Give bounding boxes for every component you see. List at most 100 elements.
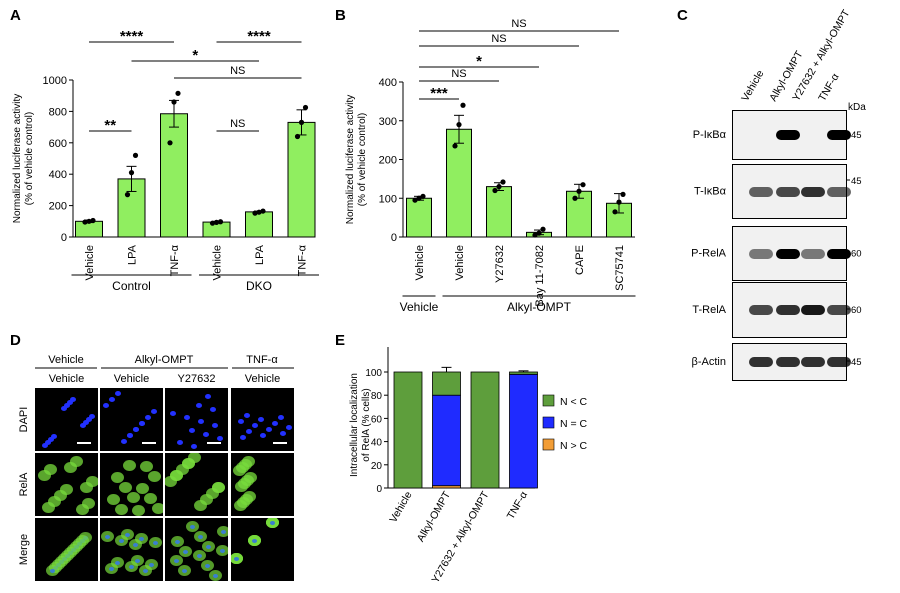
cell-blob	[152, 503, 163, 514]
nucleus-dot	[280, 431, 286, 436]
panel-letter-b: B	[335, 7, 346, 24]
y-axis-label: (% of vehicle control)	[357, 113, 368, 206]
significance-label: NS	[451, 68, 466, 80]
micro-header: TNF-α	[246, 354, 278, 366]
nucleus-dot	[278, 415, 284, 420]
legend-swatch	[542, 438, 555, 451]
y-tick-label: 400	[49, 169, 67, 181]
data-point	[576, 188, 582, 194]
y-tick-label: 0	[61, 232, 67, 244]
cell-blob	[165, 476, 177, 487]
nucleus-dot	[198, 419, 204, 424]
nucleus-dot	[61, 406, 67, 411]
nucleus-dot	[260, 433, 266, 438]
y-tick-label: 200	[379, 155, 397, 167]
blot-band	[827, 186, 851, 197]
data-point	[167, 140, 173, 146]
chart-b-bar-chart: 0 100 200 300 400 Normalized luciferase activ…	[345, 18, 636, 314]
stacked-bar-segment	[393, 371, 423, 489]
x-tick-label: TNF-α	[505, 490, 530, 522]
data-point	[612, 209, 618, 215]
data-point	[302, 104, 309, 111]
nucleus-dot	[89, 414, 95, 419]
nucleus-dot	[45, 440, 51, 445]
micrograph-image	[100, 453, 163, 516]
blot-row-label: P-RelA	[691, 248, 727, 260]
micro-row-label: DAPI	[18, 407, 30, 433]
significance-label: **	[104, 117, 116, 134]
micrograph-labels: Vehicle Alkyl-OMPT TNF-α Vehicle Vehicle Y276…	[18, 354, 294, 565]
bar	[160, 113, 188, 238]
micro-header: Alkyl-OMPT	[135, 354, 194, 366]
cell-blob	[54, 490, 67, 501]
stacked-bar-segment	[432, 371, 461, 396]
nucleus-dot	[70, 397, 76, 402]
blot-band	[801, 305, 825, 315]
cell-blob	[123, 460, 136, 471]
cell-blob	[136, 483, 149, 494]
nucleus-dot	[234, 557, 239, 561]
panel-letter-d: D	[10, 332, 21, 349]
x-tick-label: Vehicle	[212, 245, 224, 280]
nucleus-dot	[115, 391, 121, 396]
blot-band	[801, 248, 825, 259]
x-tick-label: Vehicle	[387, 489, 414, 524]
scale-bar	[273, 442, 287, 444]
nucleus-dot	[189, 428, 195, 433]
blot-lane-label: TNF-α	[816, 72, 841, 104]
cell-blob	[148, 471, 161, 482]
data-point	[124, 192, 131, 198]
stacked-bar-segment	[509, 373, 538, 489]
x-tick-label: LPA	[254, 244, 266, 265]
data-point	[82, 219, 88, 225]
blot-panel	[732, 343, 851, 381]
nucleus-dot	[198, 535, 203, 539]
cell-blob	[243, 491, 256, 502]
nucleus-dot	[177, 440, 183, 445]
x-tick-label: TNF-α	[169, 244, 181, 276]
significance-label: *	[192, 47, 198, 64]
data-point	[175, 90, 181, 96]
bar	[287, 121, 316, 238]
data-point	[620, 191, 626, 197]
stacked-bar-segment	[470, 371, 500, 489]
cell-blob	[44, 464, 57, 475]
x-tick-label: Vehicle	[84, 245, 96, 280]
nucleus-dot	[50, 569, 55, 573]
stacked-bar-segment	[432, 394, 461, 487]
cell-blob	[176, 464, 189, 475]
cell-blob	[170, 470, 183, 481]
y-axis-label: (% of vehicle control)	[24, 112, 35, 205]
nucleus-dot	[238, 419, 244, 424]
cell-blob	[242, 456, 255, 467]
bar	[406, 197, 432, 238]
significance-label: ***	[430, 85, 448, 102]
micro-row-label: RelA	[18, 472, 30, 497]
y-tick-label: 80	[371, 391, 383, 402]
data-point	[256, 209, 262, 215]
panel-letter-e: E	[335, 332, 345, 349]
nucleus-dot	[48, 437, 54, 442]
blot-marker-label: 60	[851, 249, 862, 260]
nucleus-dot	[190, 525, 195, 529]
panel-letter-a: A	[10, 7, 21, 24]
blot-band	[749, 305, 773, 315]
legend-label: N < C	[560, 396, 588, 408]
data-point	[298, 119, 305, 125]
blot-row-label: T-RelA	[692, 304, 726, 316]
significance-label: NS	[230, 118, 245, 130]
data-point	[540, 226, 546, 232]
data-point	[412, 197, 418, 203]
nucleus-dot	[266, 427, 272, 432]
group-label: DKO	[246, 279, 272, 293]
data-point	[500, 179, 506, 185]
chart-a-bar-chart: 0 200 400 600 800 1000 Normalized luciferase a…	[12, 28, 319, 293]
nucleus-dot	[205, 564, 210, 568]
blot-band	[776, 130, 800, 140]
significance-label: NS	[511, 18, 526, 30]
blot-band	[749, 186, 773, 197]
micrograph-image	[35, 388, 98, 451]
nucleus-dot	[252, 539, 257, 543]
cell-blob	[60, 484, 73, 495]
